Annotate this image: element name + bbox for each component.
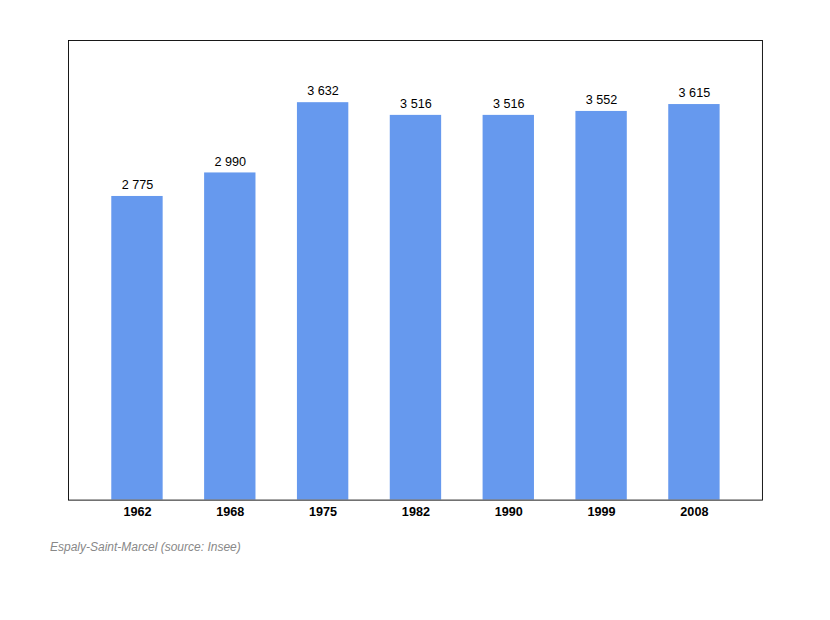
svg-text:1962: 1962: [123, 505, 151, 519]
svg-text:2 990: 2 990: [214, 155, 246, 169]
svg-text:1982: 1982: [402, 505, 430, 519]
svg-text:3 516: 3 516: [493, 97, 525, 111]
svg-text:1990: 1990: [495, 505, 523, 519]
svg-text:3 516: 3 516: [400, 97, 432, 111]
svg-text:3 632: 3 632: [307, 84, 339, 98]
svg-text:2 775: 2 775: [122, 178, 154, 192]
svg-text:3 552: 3 552: [586, 93, 618, 107]
html-text:Espaly-Saint-Marcel (source: I: Espaly-Saint-Marcel (source: Insee): [50, 539, 241, 554]
svg-text:1968: 1968: [216, 505, 244, 519]
svg-text:2008: 2008: [680, 505, 708, 519]
svg-text:1999: 1999: [588, 505, 616, 519]
svg-text:3 615: 3 615: [679, 86, 711, 100]
svg-text:1975: 1975: [309, 505, 337, 519]
